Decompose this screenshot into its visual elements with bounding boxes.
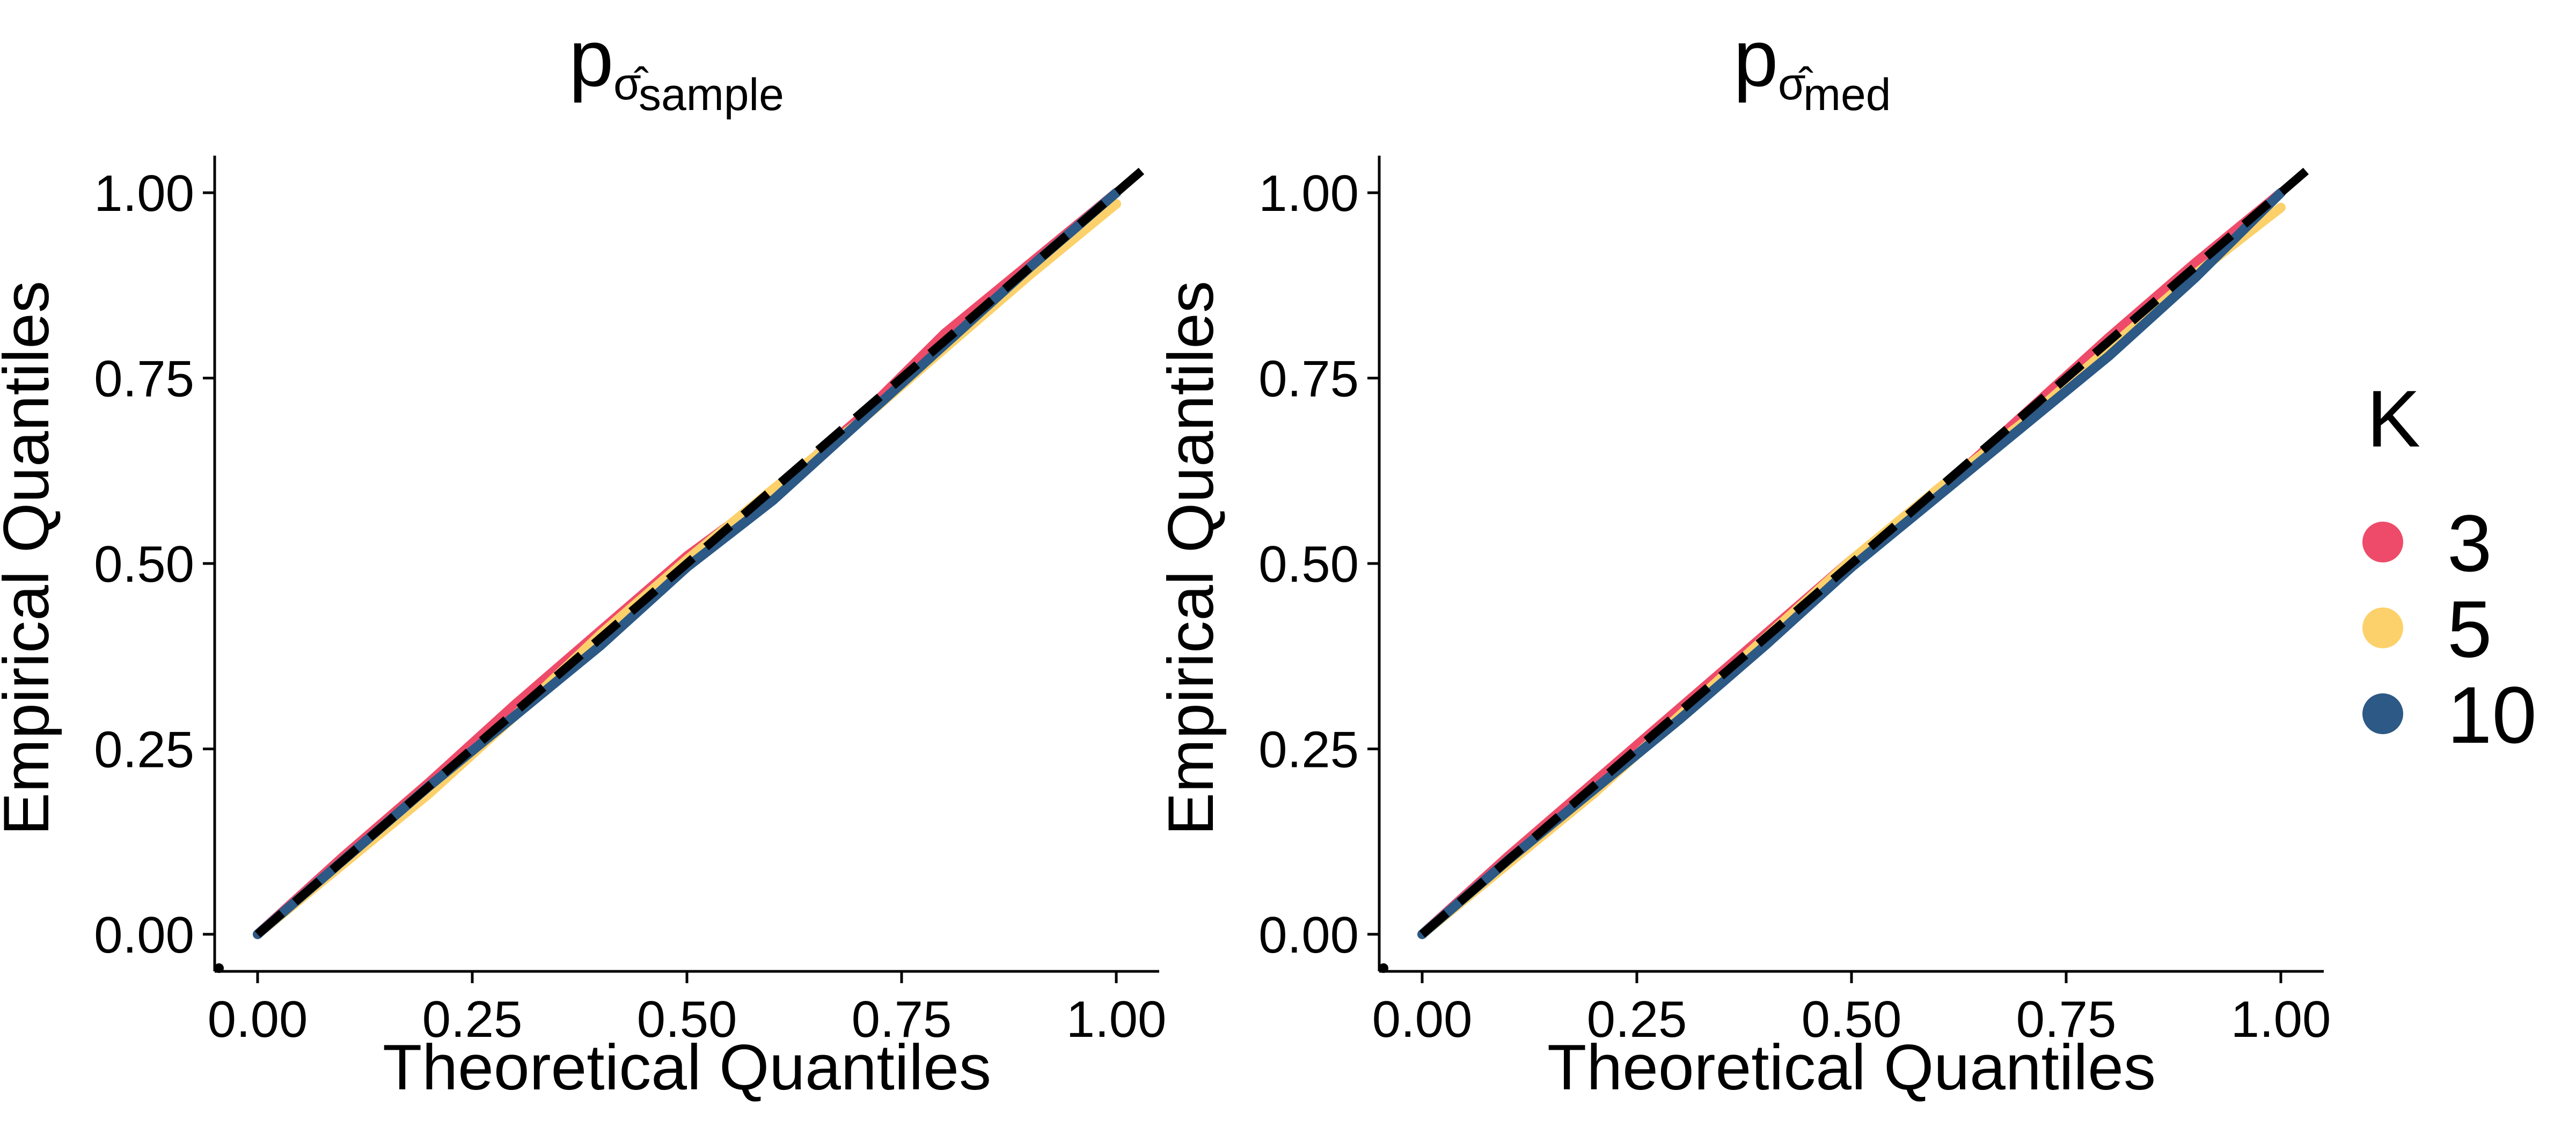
y-tick-label: 0.00 bbox=[1258, 906, 1359, 964]
x-tick-label: 0.50 bbox=[637, 991, 737, 1048]
x-tick-label: 0.75 bbox=[852, 991, 952, 1048]
y-tick-label: 0.75 bbox=[94, 350, 194, 408]
panel-title: p σ̂med bbox=[1733, 13, 1891, 120]
legend-label: 5 bbox=[2447, 584, 2492, 674]
x-tick-label: 0.00 bbox=[1372, 991, 1473, 1048]
y-tick-label: 0.75 bbox=[1258, 350, 1359, 408]
legend-swatch bbox=[2362, 522, 2403, 562]
panel-sigma-sample: 0.00 0.25 0.50 0.75 1.00 0.00 0.25 0.50 0.75 1.00… bbox=[0, 13, 1166, 1103]
x-tick-label: 1.00 bbox=[2231, 991, 2331, 1048]
x-tick-label: 0.25 bbox=[422, 991, 523, 1048]
panel-title-main: p bbox=[569, 13, 613, 103]
x-axis-title: Theoretical Quantiles bbox=[383, 1031, 991, 1103]
x-tick-label: 0.50 bbox=[1802, 991, 1902, 1048]
x-tick-label: 0.75 bbox=[2016, 991, 2117, 1048]
panel-title-main: p bbox=[1733, 13, 1778, 103]
y-tick-label: 0.50 bbox=[94, 536, 194, 593]
panel-title: p σ̂sample bbox=[569, 13, 784, 120]
y-tick-label: 1.00 bbox=[1258, 165, 1359, 222]
y-tick-label: 1.00 bbox=[94, 165, 194, 222]
reference-line bbox=[254, 159, 1154, 938]
y-tick-label: 0.25 bbox=[94, 721, 194, 778]
x-tick-label: 0.25 bbox=[1587, 991, 1687, 1048]
legend-title: K bbox=[2367, 374, 2420, 464]
y-axis-title: Empirical Quantiles bbox=[1155, 281, 1227, 836]
y-tick-label: 0.00 bbox=[94, 906, 194, 964]
reference-line bbox=[1419, 159, 2318, 938]
x-axis-title: Theoretical Quantiles bbox=[1547, 1031, 2156, 1103]
x-tick-label: 0.00 bbox=[208, 991, 308, 1048]
legend-label: 3 bbox=[2447, 498, 2492, 588]
x-tick-label: 1.00 bbox=[1066, 991, 1167, 1048]
panel-title-subscript: med bbox=[1803, 69, 1891, 120]
legend-swatch bbox=[2362, 608, 2403, 648]
origin-dot bbox=[214, 963, 224, 973]
origin-dot bbox=[1379, 963, 1388, 973]
y-axis-title: Empirical Quantiles bbox=[0, 281, 62, 836]
y-tick-label: 0.50 bbox=[1258, 536, 1359, 593]
legend-swatch bbox=[2362, 693, 2403, 734]
panel-sigma-med: 0.00 0.25 0.50 0.75 1.00 0.00 0.25 0.50 0.75 1.00… bbox=[1155, 13, 2331, 1103]
legend-label: 10 bbox=[2447, 670, 2537, 760]
panel-title-subscript: sample bbox=[639, 69, 784, 120]
y-tick-label: 0.25 bbox=[1258, 721, 1359, 778]
